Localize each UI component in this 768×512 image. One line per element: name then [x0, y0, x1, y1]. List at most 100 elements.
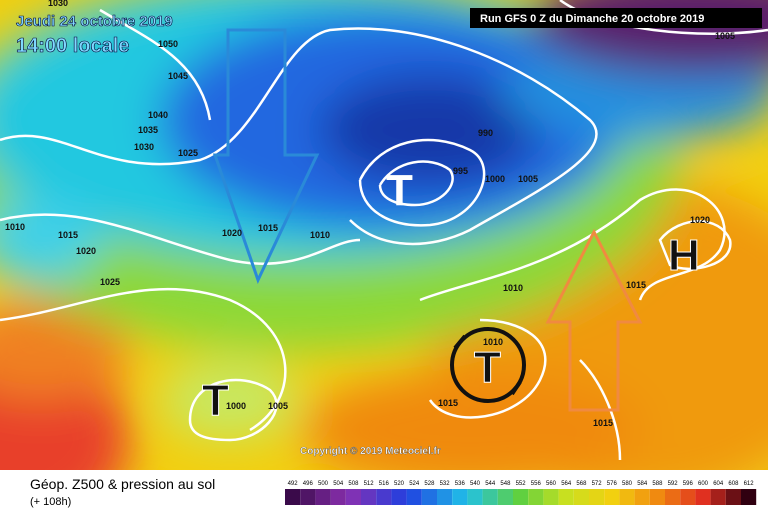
scale-label: 588	[652, 481, 663, 487]
pressure-system: H	[668, 231, 700, 280]
scale-label: 548	[500, 481, 511, 487]
cold-arrow	[212, 28, 320, 284]
scale-swatch	[665, 489, 681, 505]
isobar-label: 1020	[690, 215, 710, 225]
scale-swatch	[558, 489, 574, 505]
scale-label: 512	[364, 481, 375, 487]
scale-swatch	[573, 489, 589, 505]
isobar-label: 1005	[715, 31, 735, 41]
scale-swatch	[589, 489, 605, 505]
scale-label: 584	[637, 481, 648, 487]
scale-swatch	[649, 489, 665, 505]
scale-label: 576	[607, 481, 618, 487]
scale-label: 524	[409, 481, 420, 487]
isobar-label: 1030	[134, 142, 154, 152]
isobar-label: 1025	[100, 277, 120, 287]
scale-label: 508	[348, 481, 359, 487]
cyclone-circle	[450, 327, 526, 403]
scale-label: 544	[485, 481, 496, 487]
scale-swatch	[634, 489, 650, 505]
scale-label: 564	[561, 481, 572, 487]
scale-swatch	[437, 489, 453, 505]
isobar-label: 1030	[48, 0, 68, 8]
scale-label: 516	[379, 481, 390, 487]
scale-label: 504	[333, 481, 344, 487]
run-info: Run GFS 0 Z du Dimanche 20 octobre 2019	[480, 13, 704, 25]
scale-swatch	[391, 489, 407, 505]
scale-swatch	[741, 489, 757, 505]
scale-swatch	[330, 489, 346, 505]
scale-swatch	[315, 489, 331, 505]
isobar-labels: 1030 1050 1045 1040 1035 1030 1025 1020 1015 1010…	[5, 0, 735, 428]
scale-swatch	[452, 489, 468, 505]
scale-label: 492	[288, 481, 299, 487]
isobar-label: 1010	[310, 230, 330, 240]
isobar-label: 1005	[268, 401, 288, 411]
isobar-label: 1010	[5, 222, 25, 232]
local-time: 14:00 locale	[16, 35, 129, 57]
scale-label: 612	[744, 481, 755, 487]
pressure-system: T	[386, 166, 413, 215]
scale-label: 536	[455, 481, 466, 487]
isobars	[0, 0, 768, 461]
scale-swatch	[406, 489, 422, 505]
isobar-label: 1015	[258, 223, 278, 233]
scale-swatch	[345, 489, 361, 505]
isobar-label: 1015	[58, 230, 78, 240]
scale-swatch	[710, 489, 726, 505]
valid-date: Jeudi 24 octobre 2019	[16, 13, 173, 30]
isobar-label: 1015	[438, 398, 458, 408]
scale-label: 600	[698, 481, 709, 487]
scale-label: 560	[546, 481, 557, 487]
scale-label: 500	[318, 481, 329, 487]
pressure-system: T	[202, 376, 229, 425]
isobar-label: 1015	[593, 418, 613, 428]
cyclone-arrows	[453, 334, 522, 396]
color-scale: 492 496 500 504 508 512 516 520 524 528 532 536 540 5…	[285, 481, 757, 505]
isobar-label: 1015	[626, 280, 646, 290]
pressure-systems: T T T H	[202, 166, 701, 426]
scale-swatch	[604, 489, 620, 505]
isobar-label: 1005	[518, 174, 538, 184]
scale-label: 568	[576, 481, 587, 487]
isobar-label: 1010	[503, 283, 523, 293]
isobar-label: 1050	[158, 39, 178, 49]
scale-swatch	[543, 489, 559, 505]
scale-swatch	[421, 489, 437, 505]
scale-swatch	[528, 489, 544, 505]
run-box	[470, 8, 762, 28]
isobar-label: 990	[478, 128, 493, 138]
scale-swatch	[300, 489, 316, 505]
legend-title: Géop. Z500 & pression au sol	[30, 476, 215, 492]
scale-label: 572	[592, 481, 603, 487]
legend-lead: (+ 108h)	[30, 496, 71, 508]
isobar-label: 1025	[178, 148, 198, 158]
copyright: Copyright © 2019 Meteociel.fr	[300, 446, 441, 457]
scale-label: 580	[622, 481, 633, 487]
scale-label: 604	[713, 481, 724, 487]
scale-label: 528	[424, 481, 435, 487]
pressure-system: T	[474, 343, 501, 392]
scale-label: 532	[440, 481, 451, 487]
isobar-label: 1045	[168, 71, 188, 81]
scale-swatch	[376, 489, 392, 505]
scale-swatch	[513, 489, 529, 505]
scale-swatch	[619, 489, 635, 505]
isobar-label: 1000	[485, 174, 505, 184]
scale-label: 540	[470, 481, 481, 487]
isobar-label: 1040	[148, 110, 168, 120]
warm-arrow	[545, 228, 643, 412]
scale-swatch	[695, 489, 711, 505]
isobar-label: 995	[453, 166, 468, 176]
isobar-label: 1000	[226, 401, 246, 411]
scale-label: 520	[394, 481, 405, 487]
scale-swatch	[680, 489, 696, 505]
isobar-label: 1020	[76, 246, 96, 256]
scale-label: 496	[303, 481, 314, 487]
scale-swatch	[467, 489, 483, 505]
isobar-label: 1035	[138, 125, 158, 135]
scale-swatch	[285, 489, 301, 505]
